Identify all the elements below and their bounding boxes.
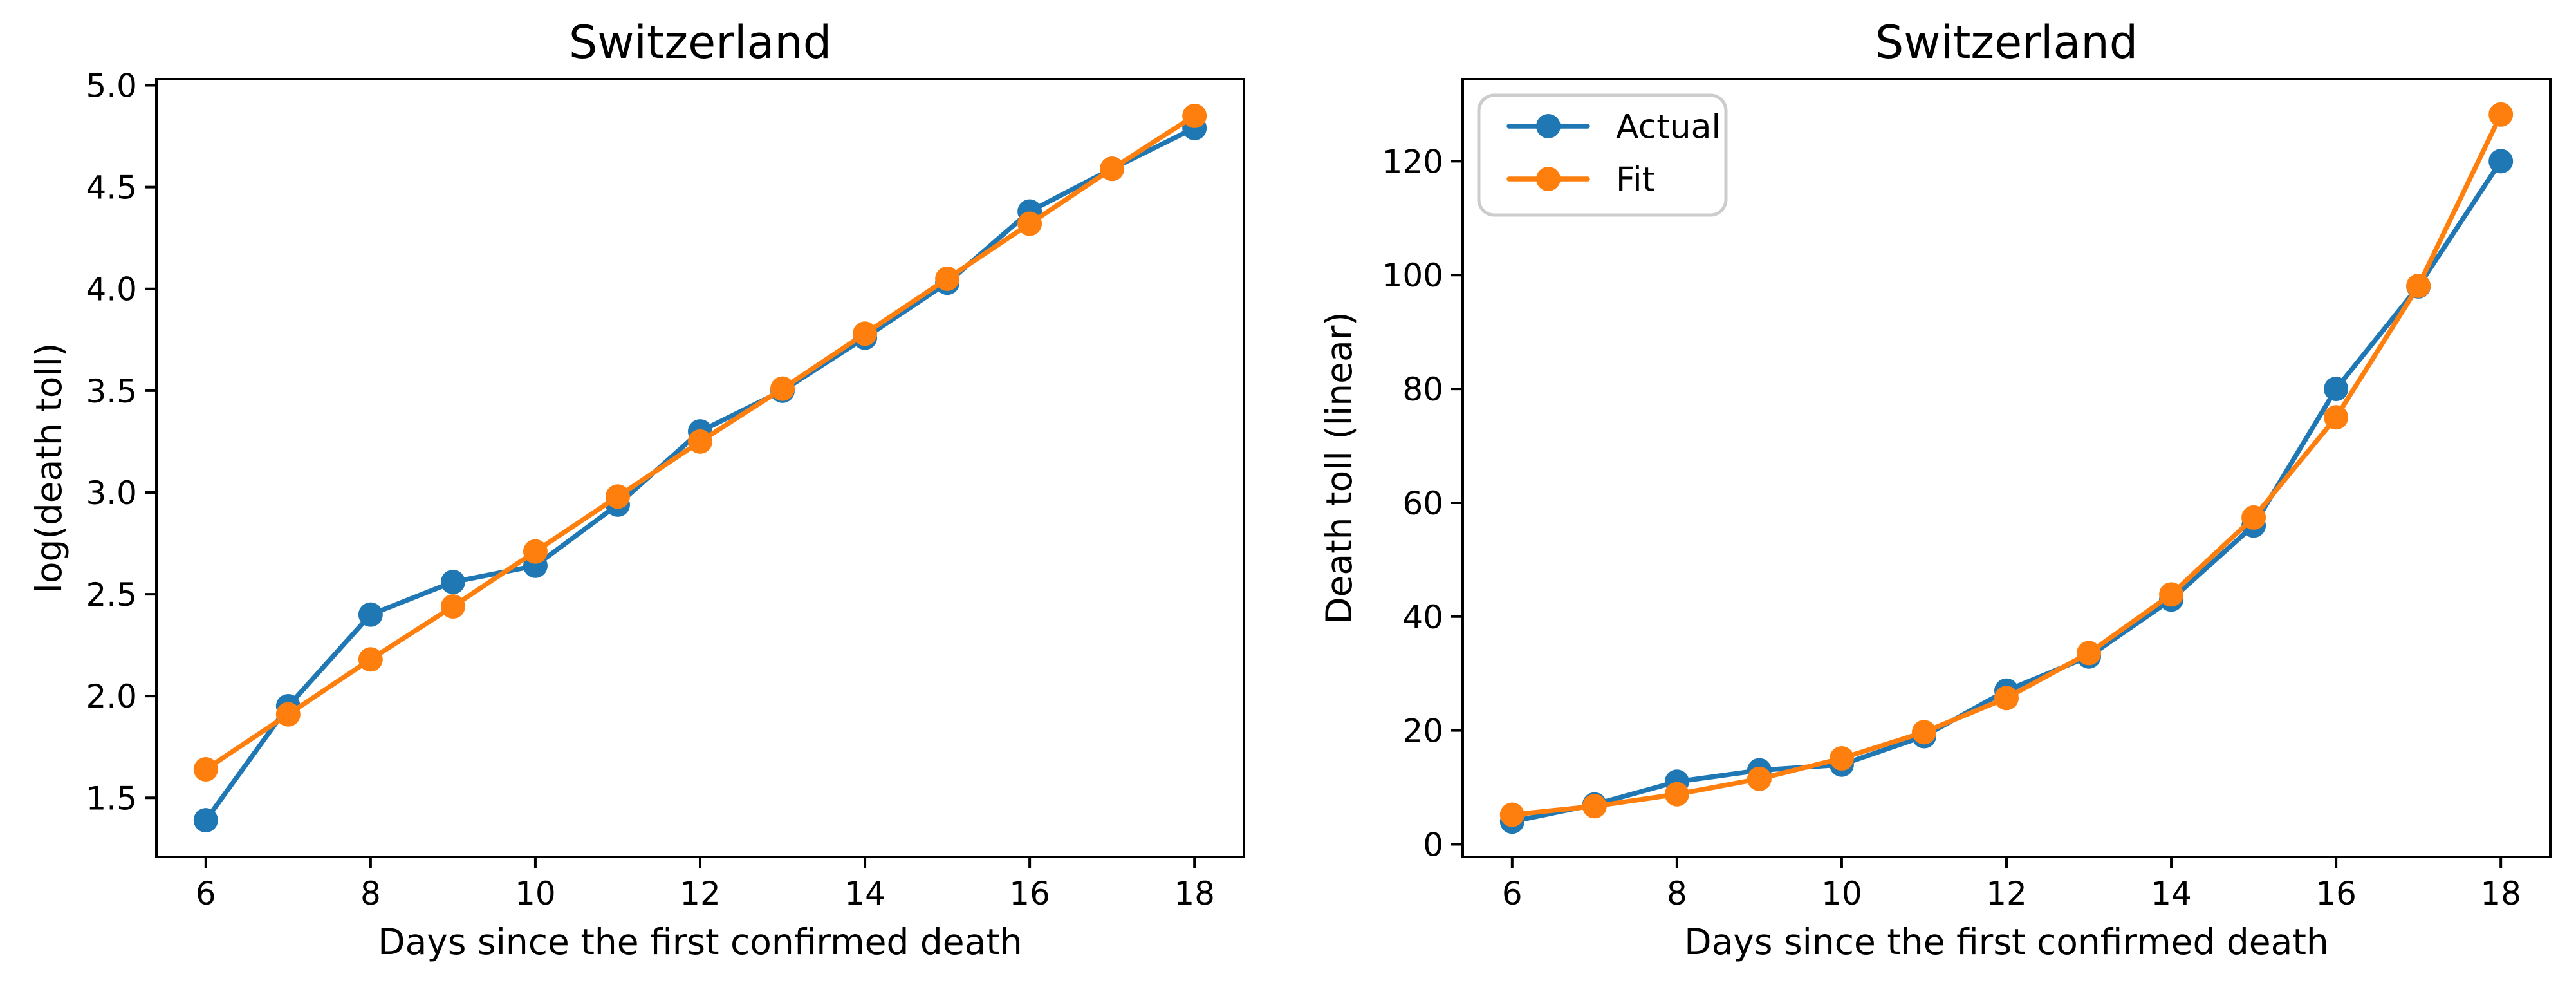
legend-entry-actual: Actual [1506, 108, 1721, 147]
data-point-marker [935, 266, 960, 291]
legend-label: Actual [1616, 108, 1721, 147]
y-tick-label: 3.0 [86, 474, 137, 512]
data-point-marker [275, 702, 301, 727]
legend-entry-fit: Fit [1506, 161, 1655, 200]
y-tick-label: 80 [1402, 371, 1443, 408]
x-tick-label: 10 [1821, 875, 1862, 912]
data-point-marker [1499, 802, 1524, 827]
x-axis-label: Days since the first confirmed death [1684, 921, 2329, 962]
x-tick-label: 18 [2480, 875, 2521, 912]
x-tick-label: 14 [844, 875, 885, 912]
x-tick-label: 10 [515, 875, 556, 912]
y-tick-label: 4.5 [86, 169, 137, 207]
x-axis: 6 8 10 12 14 16 18 [196, 857, 1215, 912]
x-tick-label: 6 [1502, 875, 1523, 912]
data-point-marker [440, 594, 465, 619]
data-point-marker [193, 808, 218, 833]
data-point-marker [2241, 505, 2266, 530]
y-tick-label: 40 [1402, 599, 1443, 636]
data-point-marker [440, 570, 465, 595]
y-tick-label: 4.0 [86, 271, 137, 308]
y-tick-label: 2.0 [86, 678, 137, 715]
data-point-marker [1017, 211, 1042, 236]
y-axis-label: log(death toll) [28, 343, 69, 594]
data-point-marker [2324, 405, 2349, 430]
legend-label: Fit [1616, 161, 1655, 200]
series-fit [1499, 102, 2514, 827]
y-tick-label: 60 [1402, 485, 1443, 522]
data-point-marker [770, 376, 795, 401]
data-point-marker [2488, 149, 2514, 174]
data-point-marker [1182, 103, 1207, 128]
chart-title: Switzerland [1875, 16, 2138, 69]
y-tick-label: 20 [1402, 713, 1443, 750]
x-tick-label: 16 [2315, 875, 2357, 912]
data-point-marker [853, 321, 878, 346]
x-tick-label: 12 [680, 875, 721, 912]
x-tick-label: 8 [360, 875, 381, 912]
data-point-marker [358, 602, 383, 627]
x-axis: 6 8 10 12 14 16 18 [1502, 857, 2521, 912]
data-point-marker [523, 539, 548, 564]
data-point-marker [605, 484, 630, 509]
data-point-marker [1911, 720, 1936, 745]
y-tick-label: 3.5 [86, 373, 137, 410]
data-point-marker [1582, 794, 1607, 819]
legend-sample-marker [1536, 167, 1561, 191]
data-point-marker [193, 757, 218, 782]
data-point-marker [1829, 746, 1854, 771]
data-point-marker [688, 429, 712, 454]
data-point-marker [1100, 156, 1125, 182]
data-point-marker [1747, 766, 1772, 791]
series-fit [193, 103, 1207, 782]
x-tick-label: 18 [1174, 875, 1215, 912]
data-point-marker [2077, 641, 2102, 666]
x-axis-label: Days since the first confirmed death [378, 921, 1023, 962]
data-point-marker [2159, 582, 2184, 607]
y-axis-label: Death toll (linear) [1319, 312, 1360, 624]
data-point-marker [358, 647, 383, 672]
legend-sample-marker [1536, 114, 1561, 138]
y-axis: 1.5 2.0 2.5 3.0 3.5 4.0 4.5 5.0 [86, 67, 156, 817]
data-point-marker [1664, 782, 1689, 807]
y-tick-label: 100 [1382, 257, 1443, 294]
plot-area [156, 79, 1244, 857]
data-point-marker [2406, 274, 2431, 299]
subplot-log: 6 8 10 12 14 16 18 1.5 2.0 2.5 3.0 3.5 4.0 4.5 5.0 Swit… [28, 16, 1245, 962]
data-point-marker [2324, 377, 2349, 402]
subplot-linear: 6 8 10 12 14 16 18 0 20 40 60 80 100 120 Switzerland Da… [1319, 16, 2552, 962]
y-tick-label: 1.5 [86, 780, 137, 817]
y-tick-label: 2.5 [86, 576, 137, 614]
y-tick-label: 5.0 [86, 67, 137, 104]
x-tick-label: 14 [2151, 875, 2192, 912]
chart-title: Switzerland [569, 16, 831, 69]
x-tick-label: 6 [196, 875, 216, 912]
y-axis: 0 20 40 60 80 100 120 [1382, 143, 1463, 864]
x-tick-label: 12 [1986, 875, 2027, 912]
x-tick-label: 8 [1667, 875, 1687, 912]
data-point-marker [2488, 102, 2514, 127]
y-tick-label: 120 [1382, 143, 1443, 180]
data-point-marker [1994, 686, 2019, 711]
legend: Actual Fit [1477, 93, 1728, 217]
x-tick-label: 16 [1009, 875, 1050, 912]
y-tick-label: 0 [1423, 827, 1443, 864]
